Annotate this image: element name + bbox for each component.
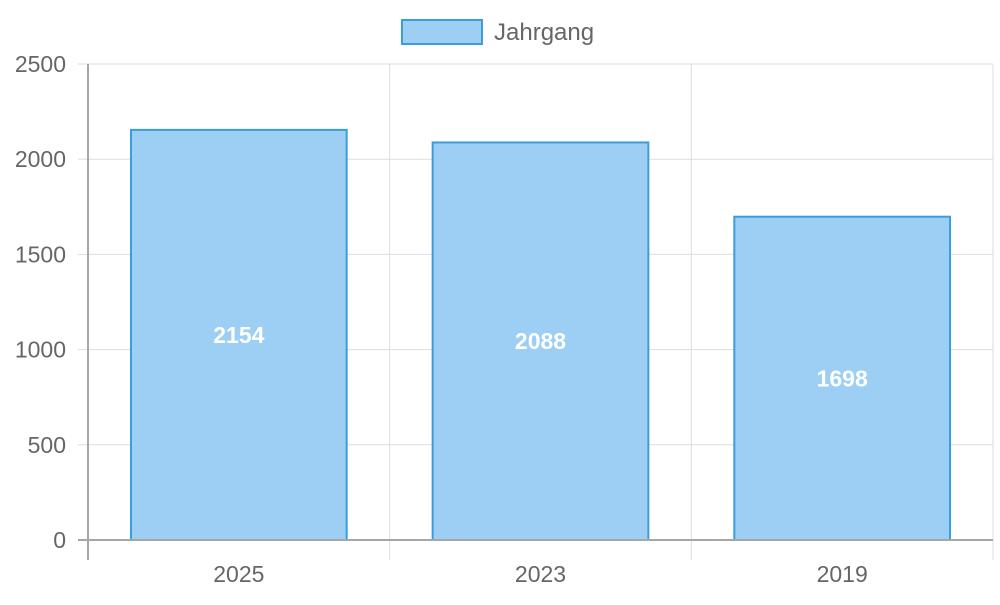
- y-tick-label: 1000: [15, 337, 66, 363]
- data-label-2023: 2088: [515, 328, 566, 354]
- legend[interactable]: Jahrgang: [401, 19, 594, 46]
- data-label-2019: 1698: [817, 365, 868, 391]
- y-tick-label: 0: [53, 527, 66, 553]
- y-tick-label: 2000: [15, 146, 66, 172]
- y-tick-label: 1500: [15, 241, 66, 267]
- y-tick-label: 500: [28, 432, 66, 458]
- axes: 0 500 1000 1500 2000 2500 2025 2023 2019: [15, 51, 993, 587]
- bar-2025: [129, 128, 348, 542]
- x-tick-label: 2019: [817, 561, 868, 587]
- legend-label-jahrgang[interactable]: Jahrgang: [494, 19, 594, 46]
- legend-swatch-jahrgang[interactable]: [401, 19, 483, 45]
- x-tick-label: 2023: [515, 561, 566, 587]
- bars: 2154 2088 1698: [129, 128, 952, 542]
- x-tick-label: 2025: [213, 561, 264, 587]
- data-label-2025: 2154: [213, 322, 264, 348]
- y-tick-label: 2500: [15, 51, 66, 77]
